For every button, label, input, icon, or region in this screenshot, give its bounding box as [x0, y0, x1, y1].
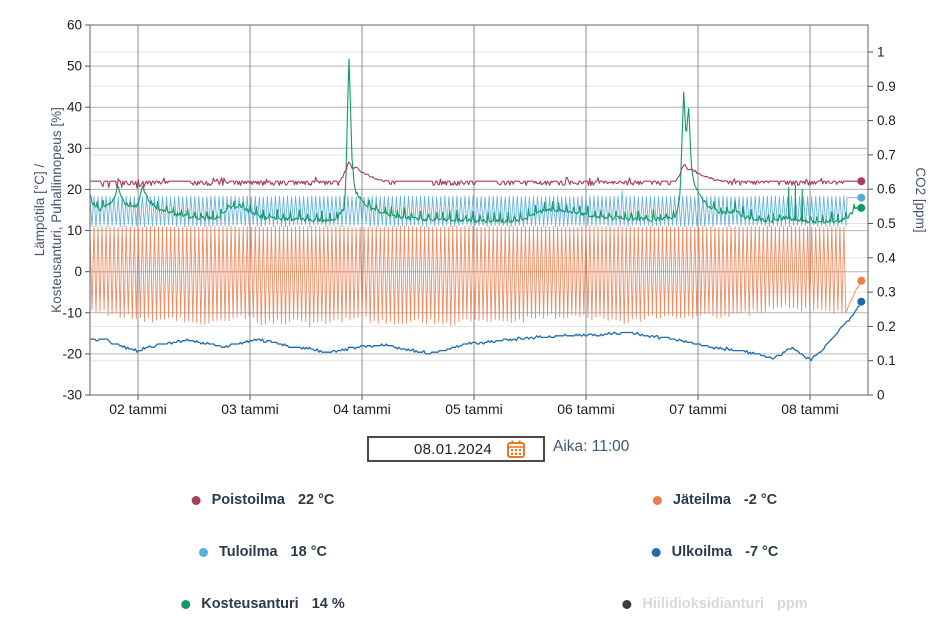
legend-value: 22 °C — [297, 492, 335, 508]
svg-text:0.7: 0.7 — [877, 147, 896, 162]
svg-text:Kosteusanturi, Puhallinnopeus: Kosteusanturi, Puhallinnopeus [%] — [49, 107, 64, 313]
series-marker-tuloilma — [199, 547, 209, 557]
date-controls: 08.01.2024 Aika: 11:00 — [0, 433, 951, 469]
svg-text:0.9: 0.9 — [877, 79, 896, 94]
calendar-icon[interactable] — [506, 439, 526, 459]
legend-label: Jäteilma — [672, 492, 731, 508]
svg-text:-10: -10 — [62, 305, 82, 320]
svg-text:-30: -30 — [62, 388, 82, 403]
series-marker-kosteusanturi — [181, 599, 191, 609]
svg-text:0.1: 0.1 — [877, 353, 896, 368]
svg-text:0: 0 — [877, 388, 885, 403]
date-input[interactable]: 08.01.2024 — [367, 436, 545, 462]
trend-chart: -30 -20 -10 0 10 20 30 40 50 60 0 0.1 0.2 0.3 0.4 0.5 0.… — [0, 0, 951, 430]
svg-text:0.5: 0.5 — [877, 216, 896, 231]
svg-text:03 tammi: 03 tammi — [221, 401, 279, 417]
legend-label: Hiilidioksidianturi — [642, 596, 765, 612]
svg-text:1: 1 — [877, 45, 885, 60]
legend-item-tuloilma[interactable]: Tuloilma 18 °C — [199, 544, 327, 560]
svg-text:06 tammi: 06 tammi — [557, 401, 615, 417]
legend-label: Poistoilma — [211, 492, 285, 508]
series-marker-hiilidioksidianturi — [622, 599, 632, 609]
svg-text:0.2: 0.2 — [877, 319, 896, 334]
legend-value: -2 °C — [743, 492, 778, 508]
legend-item-kosteusanturi[interactable]: Kosteusanturi 14 % — [181, 596, 345, 612]
trend-plot[interactable]: -30 -20 -10 0 10 20 30 40 50 60 0 0.1 0.2 0.3 0.4 0.5 0.… — [0, 0, 951, 430]
legend-label: Tuloilma — [219, 544, 278, 560]
svg-text:10: 10 — [67, 223, 82, 238]
series-marker-jateilma — [652, 495, 662, 505]
svg-text:05 tammi: 05 tammi — [445, 401, 503, 417]
svg-text:0.4: 0.4 — [877, 250, 896, 265]
svg-text:02 tammi: 02 tammi — [109, 401, 167, 417]
series-marker-poistoilma — [191, 495, 201, 505]
legend-value: 18 °C — [290, 544, 327, 560]
legend-label: Ulkoilma — [671, 544, 733, 560]
svg-text:04 tammi: 04 tammi — [333, 401, 391, 417]
svg-text:40: 40 — [67, 100, 82, 115]
legend-item-hiilidioksidianturi[interactable]: Hiilidioksidianturi ppm — [622, 596, 808, 612]
svg-text:07 tammi: 07 tammi — [669, 401, 727, 417]
svg-text:30: 30 — [67, 141, 82, 156]
legend-value: -7 °C — [745, 544, 779, 560]
legend-item-ulkoilma[interactable]: Ulkoilma -7 °C — [651, 544, 779, 560]
svg-text:Lämpötila [°C] /: Lämpötila [°C] / — [32, 164, 47, 257]
svg-text:-20: -20 — [62, 346, 82, 361]
legend-value: 14 % — [311, 596, 345, 612]
svg-text:0: 0 — [74, 264, 82, 279]
chart-legend: Poistoilma 22 °C Jäteilma -2 °C Tuloilma… — [0, 470, 951, 633]
series-marker-ulkoilma — [651, 547, 661, 557]
time-label: Aika: 11:00 — [553, 438, 630, 455]
svg-text:20: 20 — [67, 182, 82, 197]
date-value: 08.01.2024 — [413, 440, 493, 458]
svg-text:08 tammi: 08 tammi — [781, 401, 839, 417]
svg-text:0.8: 0.8 — [877, 113, 896, 128]
legend-value: ppm — [777, 596, 808, 612]
svg-text:0.6: 0.6 — [877, 182, 896, 197]
legend-item-jateilma[interactable]: Jäteilma -2 °C — [652, 492, 778, 508]
svg-text:0.3: 0.3 — [877, 285, 896, 300]
svg-text:60: 60 — [67, 18, 82, 33]
legend-item-poistoilma[interactable]: Poistoilma 22 °C — [191, 492, 335, 508]
svg-text:50: 50 — [67, 59, 82, 74]
legend-label: Kosteusanturi — [201, 596, 299, 612]
svg-text:CO2 [ppm]: CO2 [ppm] — [913, 167, 928, 232]
